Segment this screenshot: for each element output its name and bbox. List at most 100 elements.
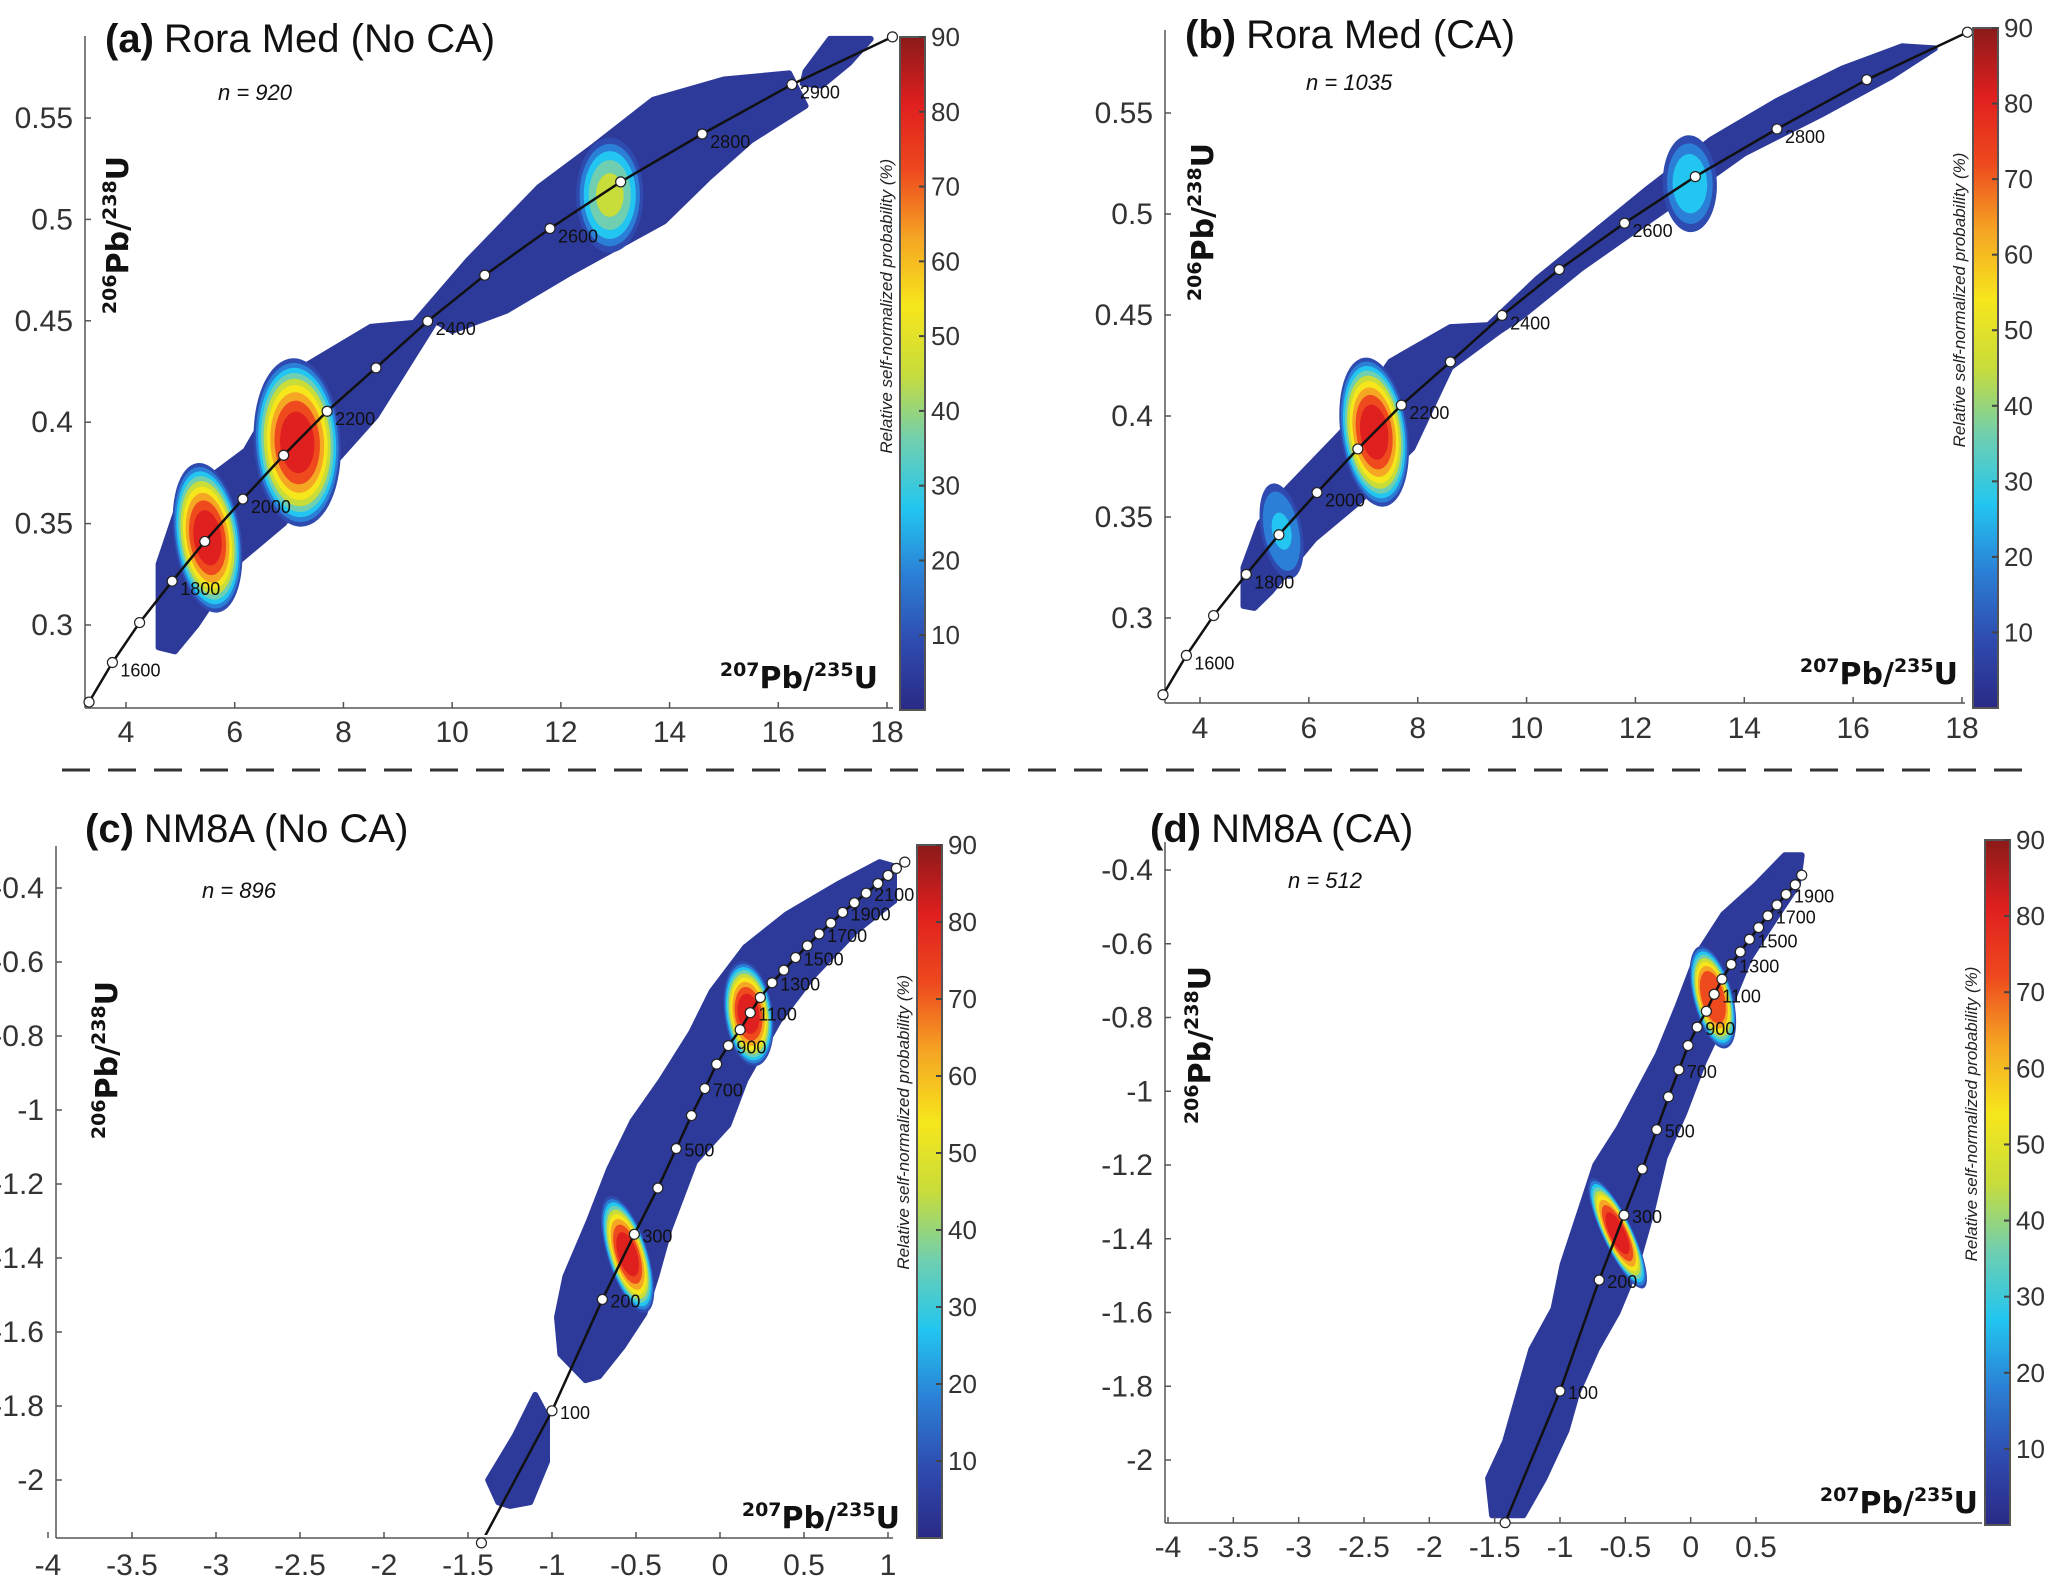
colorbar-tick-label: 60 [948, 1061, 977, 1091]
x-tick-label: 12 [1619, 712, 1652, 745]
concordia-age-marker [1618, 1209, 1630, 1221]
concordia-curve [1503, 874, 1803, 1524]
concordia-age-marker [1689, 171, 1701, 183]
concordia-age-marker [754, 991, 766, 1004]
panel-title: (b) Rora Med (CA) [1185, 13, 1515, 57]
concordia-age-marker [1157, 689, 1169, 701]
y-tick-label: -1.4 [0, 1242, 44, 1275]
concordia-age-marker [1682, 1039, 1694, 1052]
x-tick-label: -0.5 [1599, 1531, 1651, 1564]
colorbar-gradient [899, 36, 926, 711]
x-axis-label: 207Pb/235U [720, 659, 878, 696]
x-axis-label-part: Pb/ [782, 1501, 836, 1536]
concordia-age-marker [696, 128, 708, 140]
concordia-age-marker [479, 269, 491, 281]
y-tick-label: -0.4 [1101, 854, 1153, 887]
concordia-age-marker [1553, 263, 1565, 276]
x-tick-label: -4 [1155, 1531, 1182, 1564]
y-axis-label-part: Pb/ [1183, 1030, 1218, 1084]
concordia-age-marker [1496, 309, 1508, 322]
panel-title-text: NM8A (CA) [1211, 807, 1413, 851]
y-tick-label: -1.4 [1101, 1223, 1153, 1256]
x-tick-label: 10 [435, 716, 468, 749]
colorbar-tick-label: 30 [2016, 1282, 2045, 1312]
y-axis-label-part: U [1183, 966, 1218, 990]
colorbar-tick-label: 70 [948, 984, 977, 1014]
colorbar-tick-label: 60 [2016, 1053, 2045, 1083]
density-envelope [155, 70, 809, 655]
x-tick-label: -3 [203, 1549, 230, 1582]
colorbar-tick-label: 90 [931, 22, 960, 52]
colorbar-gradient [1972, 27, 1999, 709]
y-tick-label: -1.8 [1101, 1370, 1153, 1403]
colorbar-gradient [1984, 839, 2011, 1526]
x-tick-label: -1 [1547, 1531, 1574, 1564]
concordia-age-marker [278, 449, 290, 461]
x-tick-label: 8 [335, 716, 352, 749]
y-axis-label-part: 238 [88, 1005, 110, 1045]
age-label: 1800 [180, 579, 220, 599]
age-label: 300 [1632, 1207, 1662, 1227]
y-tick-label: -0.4 [0, 872, 44, 905]
concordia-age-marker [882, 869, 894, 882]
colorbar-tick-label: 90 [2004, 13, 2033, 43]
x-tick-label: -2.5 [274, 1549, 326, 1582]
age-label: 2600 [1633, 221, 1673, 241]
concordia-age-marker [1554, 1385, 1566, 1397]
concordia-age-marker [685, 1109, 698, 1122]
colorbar-gradient [916, 844, 943, 1539]
y-tick-label: -1 [17, 1094, 44, 1127]
concordia-age-marker [544, 222, 556, 235]
x-axis-label: 207Pb/235U [1800, 655, 1958, 692]
y-axis-label-part: 206 [1184, 261, 1206, 301]
concordia-age-marker [628, 1228, 640, 1240]
y-tick-label: 0.5 [31, 203, 73, 236]
colorbar-tick-label: 50 [2004, 315, 2033, 345]
x-tick-label: -3 [1285, 1531, 1312, 1564]
x-axis-label-part: Pb/ [760, 661, 814, 696]
x-tick-label: 18 [870, 716, 903, 749]
x-tick-label: -2 [371, 1549, 398, 1582]
y-tick-label: -1.2 [0, 1168, 44, 1201]
colorbar-label: Relative self-normalized probability (%) [1962, 967, 1981, 1262]
age-label: 1500 [1757, 931, 1797, 951]
density-envelope [485, 1391, 550, 1509]
x-tick-label: 1 [880, 1549, 897, 1582]
concordia-age-marker [1789, 879, 1801, 891]
panel-title: (a) Rora Med (No CA) [105, 17, 495, 61]
x-tick-label: -4 [35, 1549, 62, 1582]
age-label: 700 [1687, 1062, 1717, 1082]
concordia-age-marker [886, 31, 899, 43]
concordia-age-marker [1796, 869, 1808, 881]
concordia-age-marker [1651, 1123, 1663, 1136]
x-tick-label: -1 [539, 1549, 566, 1582]
concordia-age-marker [778, 964, 790, 976]
colorbar-tick-label: 90 [948, 830, 977, 860]
sample-count-label: n = 920 [218, 80, 293, 105]
colorbar-tick-label: 30 [931, 471, 960, 501]
age-label: 2800 [710, 132, 750, 152]
x-tick-label: 4 [1192, 712, 1209, 745]
colorbar-tick-label: 80 [2004, 89, 2033, 119]
age-label: 1600 [120, 661, 160, 681]
concordia-age-marker [1444, 356, 1456, 368]
panel-title: (c) NM8A (No CA) [85, 807, 408, 851]
concordia-age-marker [722, 1040, 735, 1052]
x-axis-label-part: U [1954, 1486, 1978, 1521]
age-label: 1900 [1794, 886, 1834, 906]
age-label: 300 [642, 1226, 672, 1246]
y-tick-label: -0.6 [0, 946, 44, 979]
x-tick-label: 6 [226, 716, 243, 749]
colorbar-tick-label: 80 [2016, 901, 2045, 931]
y-axis-label-part: Pb/ [1186, 207, 1221, 261]
x-tick-label: -0.5 [610, 1549, 662, 1582]
y-tick-label: 0.4 [1111, 400, 1153, 433]
age-label: 2100 [874, 885, 914, 905]
y-axis-label: 206Pb/238U [1184, 143, 1221, 301]
concordia-age-marker [1662, 1091, 1675, 1103]
concordia-age-marker [83, 696, 95, 708]
x-tick-label: 4 [118, 716, 135, 749]
plot-area [1165, 31, 1965, 694]
x-axis-label-part: Pb/ [1860, 1486, 1914, 1521]
age-label: 2000 [1325, 491, 1365, 511]
